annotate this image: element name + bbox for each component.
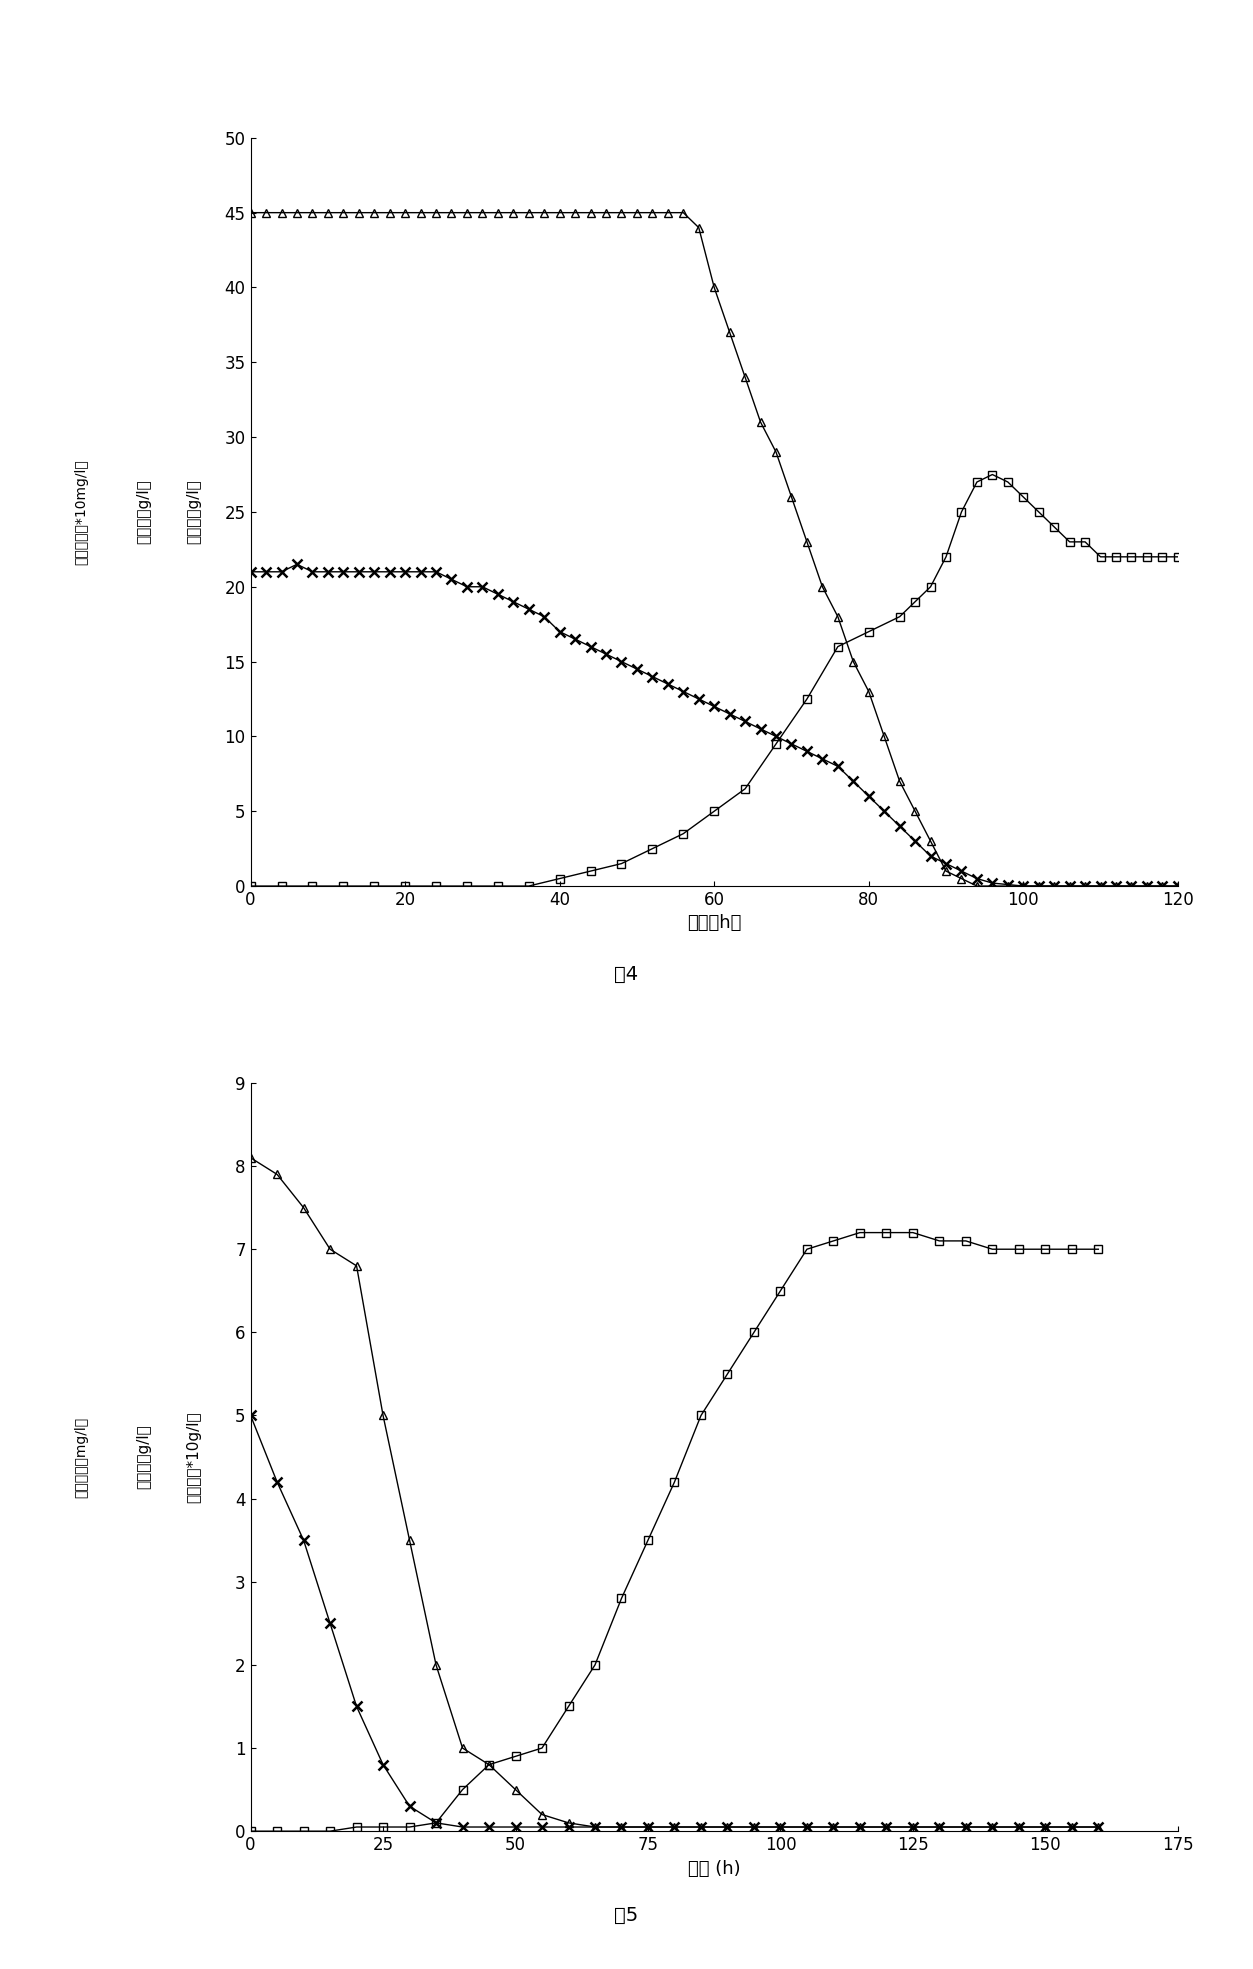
- Text: 葡萄糖（g/l）: 葡萄糖（g/l）: [137, 1426, 152, 1489]
- Text: 葡萄糖（g/l）: 葡萄糖（g/l）: [137, 480, 152, 543]
- X-axis label: 时间（h）: 时间（h）: [687, 914, 742, 933]
- Text: 磷酸根磷（mg/l）: 磷酸根磷（mg/l）: [74, 1416, 89, 1498]
- Text: 磷酸根磷（*10mg/l）: 磷酸根磷（*10mg/l）: [74, 459, 89, 565]
- Text: 图5: 图5: [614, 1906, 639, 1926]
- Text: 图4: 图4: [614, 965, 639, 984]
- Text: 生物量（*10g/l）: 生物量（*10g/l）: [187, 1412, 202, 1502]
- Text: 生物量（g/l）: 生物量（g/l）: [187, 480, 202, 543]
- X-axis label: 时间 (h): 时间 (h): [688, 1859, 741, 1878]
